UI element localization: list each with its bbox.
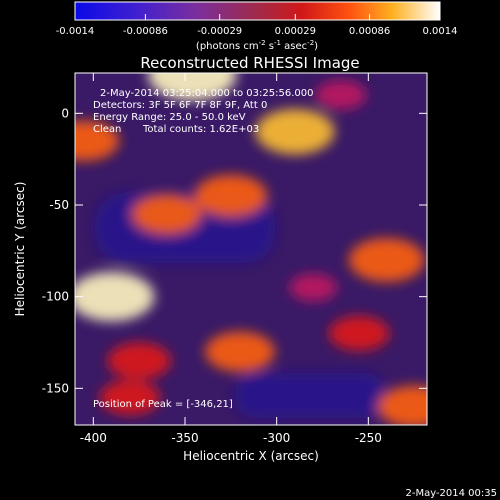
annotation-energy: Energy Range: 25.0 - 50.0 keV: [93, 112, 246, 123]
colorbar-tick-label: -0.00086: [123, 26, 168, 37]
emission-blob: [75, 272, 155, 322]
y-axis-label: Heliocentric Y (arcsec): [13, 182, 27, 317]
emission-blob: [205, 331, 275, 372]
emission-blob: [329, 315, 390, 351]
emission-blob: [255, 108, 335, 155]
emission-blob: [148, 73, 237, 101]
colorbar: [74, 1, 441, 21]
x-tick-label: -350: [171, 431, 198, 445]
colorbar-tick-label: 0.00086: [349, 26, 390, 37]
colorbar-tick-label: 0.00029: [275, 26, 316, 37]
emission-blob: [289, 273, 338, 302]
image-area: [75, 73, 427, 425]
colorbar-ticks: -0.0014 -0.00086 -0.00029 0.00029 0.00086 0.0…: [56, 14, 458, 37]
emission-blob: [377, 385, 427, 425]
annotation-detectors: Detectors: 3F 5F 6F 7F 8F 9F, Att 0: [93, 100, 267, 111]
y-tick-label: -150: [42, 381, 69, 395]
emission-blob: [75, 120, 119, 161]
annotation-peak: Position of Peak = [-346,21]: [93, 399, 233, 410]
x-tick-label: -250: [355, 431, 382, 445]
footer-timestamp: 2-May-2014 00:35: [405, 488, 497, 499]
chart-title: Reconstructed RHESSI Image: [140, 54, 359, 72]
y-tick-label: -100: [42, 290, 69, 304]
x-tick-label: -300: [263, 431, 290, 445]
x-tick-label: -400: [80, 431, 107, 445]
plot-frame: [74, 72, 428, 426]
colorbar-tick-label: -0.00029: [197, 26, 242, 37]
annotation-counts: Total counts: 1.62E+03: [142, 124, 259, 135]
colorbar-tick-label: -0.0014: [56, 26, 95, 37]
annotations: 2-May-2014 03:25:04.000 to 03:25:56.000 …: [93, 88, 313, 410]
annotation-method: Clean: [93, 124, 121, 135]
emission-blob: [315, 80, 367, 110]
emission-blob: [131, 194, 202, 235]
axis-ticks: -400 -350 -300 -250 0 -50 -100 -150: [42, 73, 427, 445]
low-region: [235, 373, 385, 418]
y-tick-label: -50: [49, 198, 69, 212]
annotation-time: 2-May-2014 03:25:04.000 to 03:25:56.000: [100, 88, 313, 99]
emission-blob: [99, 380, 161, 415]
emission-blob: [107, 342, 171, 380]
y-tick-label: 0: [61, 106, 69, 120]
colorbar-units: (photons cm-2 s-1 asec-2): [196, 39, 318, 52]
colorbar-tick-label: 0.0014: [423, 26, 458, 37]
emission-blob: [194, 174, 268, 217]
emission-blob: [348, 238, 425, 282]
x-axis-label: Heliocentric X (arcsec): [183, 449, 319, 463]
